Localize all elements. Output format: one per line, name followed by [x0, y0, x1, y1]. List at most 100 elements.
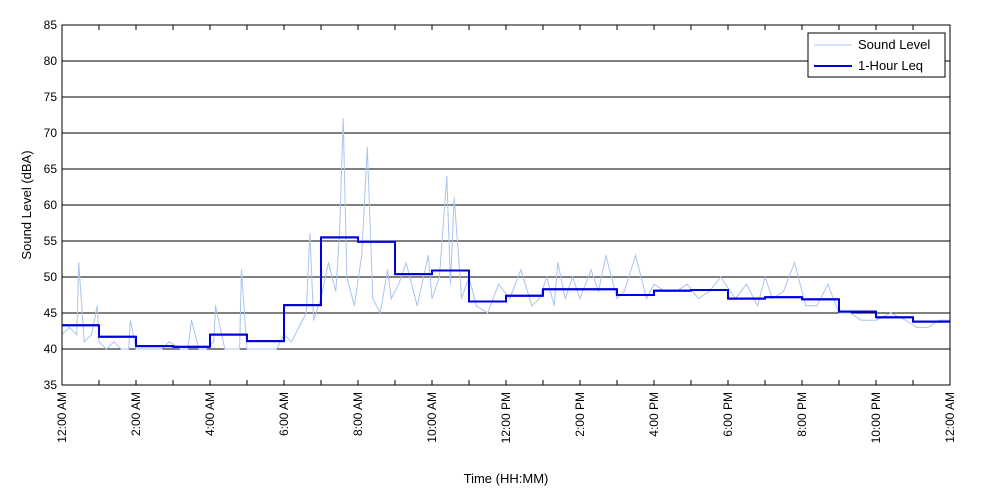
sound-level-point [816, 305, 818, 307]
sound-level-point [605, 254, 607, 256]
x-tick-label: 10:00 AM [425, 392, 439, 443]
y-axis-title: Sound Level (dBA) [19, 150, 34, 259]
sound-level-point [461, 298, 463, 300]
sound-level-point [198, 348, 200, 350]
sound-level-point [538, 298, 540, 300]
sound-level-point [427, 254, 429, 256]
x-tick-label: 4:00 PM [647, 392, 661, 437]
sound-level-point [446, 175, 448, 177]
sound-level-point [128, 348, 130, 350]
sound-level-point [240, 269, 242, 271]
x-tick-label: 12:00 AM [55, 392, 69, 443]
sound-level-point [860, 319, 862, 321]
sound-level-point [783, 290, 784, 292]
sound-level-point [487, 312, 488, 314]
sound-level-point [305, 312, 307, 314]
x-tick-label: 6:00 AM [277, 392, 291, 436]
x-tick-label: 12:00 PM [499, 392, 513, 443]
sound-level-point [120, 348, 122, 350]
sound-level-point [623, 290, 625, 292]
sound-level-point [398, 283, 400, 285]
sound-level-point [361, 254, 363, 256]
sound-level-point [313, 319, 315, 321]
sound-level-point [335, 290, 337, 292]
sound-level-point [372, 298, 374, 300]
grid-lines [62, 60, 950, 350]
sound-level-point [276, 348, 278, 350]
sound-level-point [105, 348, 107, 350]
legend-label-leq: 1-Hour Leq [858, 58, 923, 73]
sound-level-point [838, 312, 840, 314]
sound-level-point [68, 326, 70, 328]
sound-level-point [686, 283, 688, 285]
x-tick-label: 8:00 AM [351, 392, 365, 436]
sound-level-point [531, 305, 533, 307]
sound-level-point [353, 305, 355, 307]
sound-level-point [890, 312, 892, 314]
sound-level-point [187, 348, 189, 350]
sound-level-point [366, 146, 368, 148]
sound-level-point [387, 269, 389, 271]
sound-level-point [298, 326, 300, 328]
sound-level-point [616, 298, 618, 300]
sound-level-point [498, 283, 500, 285]
sound-level-point [553, 305, 555, 307]
sound-level-point [405, 262, 407, 264]
sound-level-point [168, 341, 170, 343]
sound-level-point [520, 269, 522, 271]
x-tick-labels: 12:00 AM 2:00 AM 4:00 AM 6:00 AM 8:00 AM 10:0… [55, 25, 957, 443]
sound-level-point [231, 348, 233, 350]
sound-level-point [827, 283, 829, 285]
sound-level-point [546, 276, 548, 278]
sound-level-point [78, 262, 80, 264]
sound-level-point [327, 262, 329, 264]
y-tick-label: 80 [44, 54, 58, 68]
sound-level-point [161, 348, 163, 350]
sound-level-point [646, 298, 648, 300]
y-tick-label: 60 [44, 198, 58, 212]
sound-level-point [91, 334, 93, 336]
sound-level-point [98, 341, 100, 343]
sound-level-point [453, 197, 455, 199]
sound-level-point [390, 298, 392, 300]
y-tick-label: 70 [44, 126, 58, 140]
sound-level-point [142, 348, 144, 350]
sound-level-point [179, 348, 181, 350]
sound-level-point [697, 298, 699, 300]
sound-level-point [431, 298, 433, 300]
sound-level-point [849, 312, 851, 314]
sound-level-point [590, 269, 592, 271]
y-tick-label: 55 [44, 234, 58, 248]
sound-level-point [290, 341, 292, 343]
sound-level-point [205, 348, 207, 350]
sound-level-point [720, 276, 722, 278]
sound-level-point [346, 276, 348, 278]
sound-level-point [83, 341, 85, 343]
sound-level-point [265, 348, 266, 350]
sound-level-point [475, 305, 477, 307]
series-group [61, 118, 951, 350]
sound-level-point [916, 326, 918, 328]
y-tick-label: 35 [44, 378, 58, 392]
sound-level-point [96, 305, 98, 307]
x-tick-label: 12:00 AM [943, 392, 957, 443]
legend: Sound Level 1-Hour Leq [807, 32, 946, 78]
legend-label-sound-level: Sound Level [858, 37, 930, 52]
sound-level-point [598, 290, 599, 292]
sound-level-point [113, 341, 115, 343]
y-tick-labels: 35 40 45 50 55 60 65 70 75 80 85 [44, 18, 58, 392]
sound-level-point [342, 118, 344, 120]
sound-level-point [253, 348, 255, 350]
y-tick-label: 65 [44, 162, 58, 176]
x-axis-title: Time (HH:MM) [464, 471, 549, 486]
sound-level-point [416, 305, 418, 307]
sound-level-point [771, 298, 773, 300]
x-tick-label: 2:00 AM [129, 392, 143, 436]
sound-level-point [794, 262, 796, 264]
sound-level-point [129, 319, 131, 321]
sound-level-point [805, 305, 807, 307]
sound-level-point [746, 283, 747, 285]
sound-level-point [564, 298, 566, 300]
sound-level-point [757, 305, 759, 307]
